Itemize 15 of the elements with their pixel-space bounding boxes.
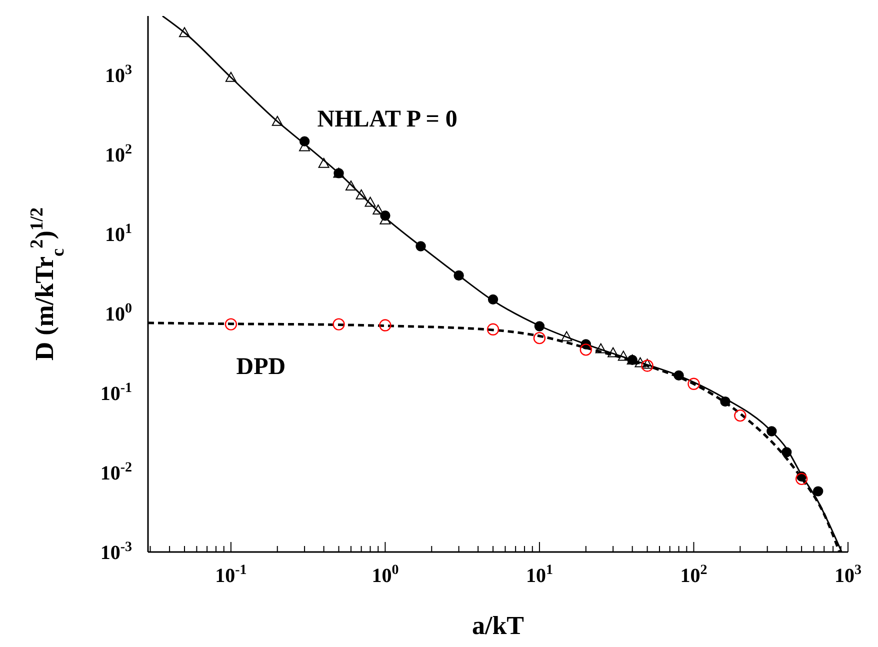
y-tick-label: 10$^{0}$: [105, 301, 132, 326]
x-tick-label: 10$^{2}$: [680, 563, 708, 587]
x-tick-label: 10$^{3}$: [834, 563, 862, 587]
series-label: NHLAT P = 0: [317, 106, 458, 132]
x-tick-label: 10$^{0}$: [372, 563, 399, 587]
y-tick-label: 10$^{-2}$: [100, 460, 132, 484]
y-tick-label: 10$^{1}$: [105, 222, 132, 246]
y-tick-label: 10$^{2}$: [105, 142, 132, 166]
y-tick-label: 10$^{-1}$: [100, 380, 132, 405]
x-axis-title: a/kT: [472, 611, 524, 640]
x-tick-label: 10$^{-1}$: [215, 563, 247, 587]
series-label: DPD: [236, 354, 286, 380]
y-tick-label: 10$^{3}$: [105, 62, 132, 87]
y-tick-label: 10$^{-3}$: [100, 540, 132, 564]
x-tick-label: 10$^{1}$: [526, 563, 553, 587]
